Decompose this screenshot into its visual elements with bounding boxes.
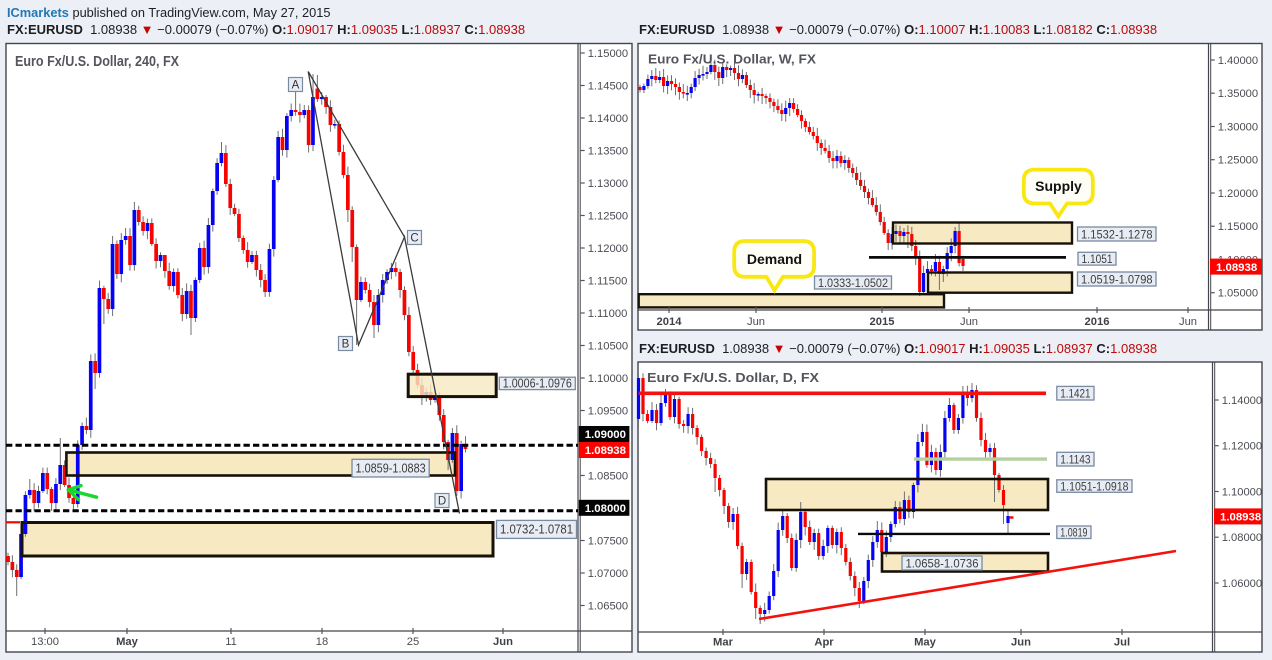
svg-text:1.13000: 1.13000 <box>588 178 628 190</box>
svg-text:1.11500: 1.11500 <box>588 275 628 287</box>
svg-text:1.14000: 1.14000 <box>588 113 628 125</box>
svg-text:D: D <box>438 496 446 508</box>
svg-text:Euro Fx/U.S. Dollar, D, FX: Euro Fx/U.S. Dollar, D, FX <box>647 370 819 385</box>
svg-text:Jun: Jun <box>493 636 513 648</box>
svg-text:1.20000: 1.20000 <box>1218 188 1258 200</box>
svg-text:Euro Fx/U.S. Dollar, W, FX: Euro Fx/U.S. Dollar, W, FX <box>648 52 816 67</box>
svg-text:1.08500: 1.08500 <box>588 470 628 482</box>
svg-text:1.08000: 1.08000 <box>1222 532 1262 544</box>
svg-text:1.14000: 1.14000 <box>1222 395 1262 407</box>
svg-text:11: 11 <box>225 636 237 648</box>
svg-text:1.1421: 1.1421 <box>1060 387 1090 401</box>
svg-text:1.40000: 1.40000 <box>1218 55 1258 67</box>
svg-text:1.07500: 1.07500 <box>588 535 628 547</box>
svg-text:Jun: Jun <box>960 316 978 328</box>
svg-text:1.12000: 1.12000 <box>588 243 628 255</box>
svg-text:1.05000: 1.05000 <box>1218 288 1258 300</box>
svg-text:1.08938: 1.08938 <box>1220 512 1261 524</box>
svg-text:1.07000: 1.07000 <box>588 568 628 580</box>
svg-text:1.12000: 1.12000 <box>1222 441 1262 453</box>
svg-text:1.0333-1.0502: 1.0333-1.0502 <box>818 276 888 290</box>
svg-text:1.35000: 1.35000 <box>1218 88 1258 100</box>
svg-text:13:00: 13:00 <box>31 636 59 648</box>
svg-text:1.08938: 1.08938 <box>585 445 626 457</box>
svg-text:Mar: Mar <box>713 637 734 649</box>
svg-text:C: C <box>410 233 418 245</box>
svg-text:1.14500: 1.14500 <box>588 80 628 92</box>
svg-text:1.08938: 1.08938 <box>1216 262 1257 274</box>
svg-text:May: May <box>116 636 139 648</box>
svg-text:Demand: Demand <box>747 251 802 267</box>
svg-text:1.30000: 1.30000 <box>1218 121 1258 133</box>
svg-text:Jul: Jul <box>1114 637 1130 649</box>
svg-text:Supply: Supply <box>1035 178 1082 194</box>
svg-text:2014: 2014 <box>657 316 683 328</box>
svg-text:1.0658-1.0736: 1.0658-1.0736 <box>906 556 979 570</box>
svg-text:1.10500: 1.10500 <box>588 340 628 352</box>
svg-text:1.1532-1.1278: 1.1532-1.1278 <box>1081 227 1153 241</box>
svg-text:1.0859-1.0883: 1.0859-1.0883 <box>356 460 426 475</box>
svg-text:1.15000: 1.15000 <box>588 48 628 60</box>
svg-text:1.1143: 1.1143 <box>1060 452 1090 466</box>
svg-text:Jun: Jun <box>1179 316 1197 328</box>
svg-text:1.09500: 1.09500 <box>588 405 628 417</box>
svg-text:1.09000: 1.09000 <box>585 429 626 441</box>
svg-text:1.15000: 1.15000 <box>1218 221 1258 233</box>
svg-text:Apr: Apr <box>814 637 834 649</box>
svg-text:1.0006-1.0976: 1.0006-1.0976 <box>503 376 572 391</box>
svg-text:2016: 2016 <box>1085 316 1110 328</box>
svg-text:1.1051-1.0918: 1.1051-1.0918 <box>1060 479 1128 493</box>
svg-text:1.25000: 1.25000 <box>1218 155 1258 167</box>
svg-text:May: May <box>914 637 937 649</box>
svg-text:1.0519-1.0798: 1.0519-1.0798 <box>1081 272 1153 286</box>
svg-text:1.06000: 1.06000 <box>1222 578 1262 590</box>
svg-text:1.10000: 1.10000 <box>1222 486 1262 498</box>
svg-text:1.1051: 1.1051 <box>1082 252 1113 266</box>
svg-text:1.06500: 1.06500 <box>588 600 628 612</box>
svg-text:1.0732-1.0781: 1.0732-1.0781 <box>500 522 573 537</box>
svg-text:Euro Fx/U.S. Dollar, 240, FX: Euro Fx/U.S. Dollar, 240, FX <box>15 54 179 70</box>
svg-text:1.0819: 1.0819 <box>1060 526 1087 540</box>
svg-text:Jun: Jun <box>747 316 765 328</box>
svg-text:1.08000: 1.08000 <box>585 503 626 515</box>
svg-text:2015: 2015 <box>870 316 895 328</box>
svg-text:B: B <box>342 339 350 351</box>
svg-text:1.10000: 1.10000 <box>588 373 628 385</box>
svg-text:1.12500: 1.12500 <box>588 210 628 222</box>
svg-text:A: A <box>292 80 300 92</box>
svg-text:1.13500: 1.13500 <box>588 145 628 157</box>
svg-text:25: 25 <box>407 636 419 648</box>
svg-text:1.11000: 1.11000 <box>588 308 628 320</box>
svg-text:18: 18 <box>316 636 328 648</box>
svg-text:Jun: Jun <box>1011 637 1031 649</box>
